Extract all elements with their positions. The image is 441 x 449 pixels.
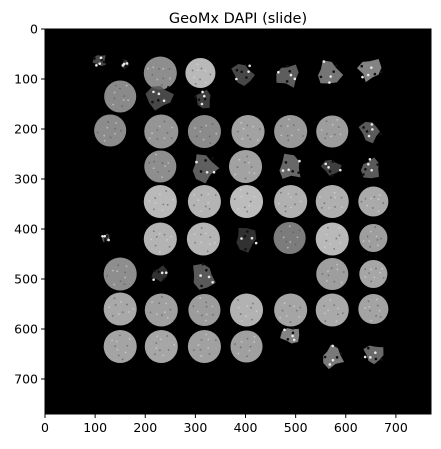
tissue-core-26 [187, 184, 221, 219]
tissue-core-12 [94, 114, 127, 147]
tissue-core-6 [276, 64, 299, 88]
tissue-core-36 [359, 223, 388, 253]
tissue-core-37 [101, 233, 110, 243]
tissue-core-15 [231, 114, 265, 149]
y-tick-label: 300 [14, 172, 38, 187]
x-tick-label: 0 [41, 420, 49, 435]
tissue-core-28 [274, 184, 308, 219]
tissue-core-38 [103, 257, 137, 291]
tissue-core-8 [357, 59, 383, 83]
tissue-core-51 [144, 329, 178, 364]
tissue-core-41 [316, 257, 349, 291]
x-tick-label: 300 [183, 420, 207, 435]
y-tick-label: 0 [30, 22, 38, 37]
tissue-core-40 [193, 262, 216, 290]
tissue-core-32 [186, 222, 220, 256]
tissue-core-45 [188, 293, 221, 327]
tissue-core-9 [104, 80, 137, 113]
tissue-core-23 [320, 159, 342, 177]
x-axis: 0 100 200 300 400 500 600 700 [41, 414, 408, 435]
tissue-core-53 [230, 330, 263, 363]
x-tick-label: 200 [133, 420, 157, 435]
x-tick-label: 100 [83, 420, 107, 435]
tissue-core-30 [358, 186, 389, 217]
tissue-core-24 [360, 157, 379, 179]
tissue-core-39 [151, 265, 168, 282]
tissue-core-18 [358, 121, 383, 144]
tissue-core-42 [359, 259, 388, 289]
y-tick-label: 700 [14, 372, 38, 387]
tissue-core-13 [144, 114, 179, 149]
chart-title: GeoMx DAPI (slide) [169, 11, 307, 27]
tissue-core-43 [103, 292, 137, 326]
tissue-core-20 [192, 154, 220, 184]
tissue-core-21 [228, 149, 263, 184]
tissue-core-55 [323, 344, 345, 370]
axes-frame [44, 28, 432, 415]
tissue-core-35 [315, 222, 349, 256]
tissue-core-34 [273, 221, 306, 255]
tissue-core-44 [144, 293, 178, 327]
tissue-core-49 [358, 293, 389, 325]
tissue-core-5 [231, 64, 255, 86]
tissue-core-22 [279, 153, 301, 179]
x-tick-label: 700 [384, 420, 408, 435]
tissue-core-11 [194, 89, 211, 109]
tissue-core-27 [229, 184, 264, 219]
tissue-core-19 [144, 150, 177, 183]
tissue-core-54 [280, 327, 300, 344]
tissue-core-52 [187, 329, 221, 364]
tissue-core-56 [363, 345, 384, 365]
tissue-core-33 [236, 227, 258, 253]
x-tick-label: 600 [334, 420, 358, 435]
y-tick-label: 100 [14, 72, 38, 87]
y-axis: 0 100 200 300 400 500 600 700 [14, 22, 45, 387]
y-tick-label: 200 [14, 122, 38, 137]
tissue-core-14 [187, 114, 221, 149]
tissue-core-50 [103, 329, 137, 364]
tissue-core-1 [92, 55, 106, 67]
tissue-core-7 [318, 60, 344, 84]
tissue-core-46 [229, 293, 264, 327]
tissue-cores [92, 55, 389, 370]
tissue-core-2 [121, 58, 129, 69]
x-tick-label: 400 [234, 420, 258, 435]
tissue-core-4 [185, 57, 216, 89]
tissue-core-3 [143, 56, 177, 90]
x-tick-label: 500 [284, 420, 308, 435]
tissue-core-17 [316, 115, 349, 148]
y-tick-label: 500 [14, 272, 38, 287]
y-tick-label: 400 [14, 222, 38, 237]
tissue-core-16 [274, 114, 308, 149]
y-tick-label: 600 [14, 322, 38, 337]
tissue-core-31 [143, 222, 177, 256]
tissue-core-47 [274, 293, 308, 327]
tissue-core-25 [143, 184, 177, 219]
tissue-core-29 [315, 184, 349, 219]
tissue-core-48 [315, 293, 349, 327]
tissue-core-10 [145, 85, 174, 111]
